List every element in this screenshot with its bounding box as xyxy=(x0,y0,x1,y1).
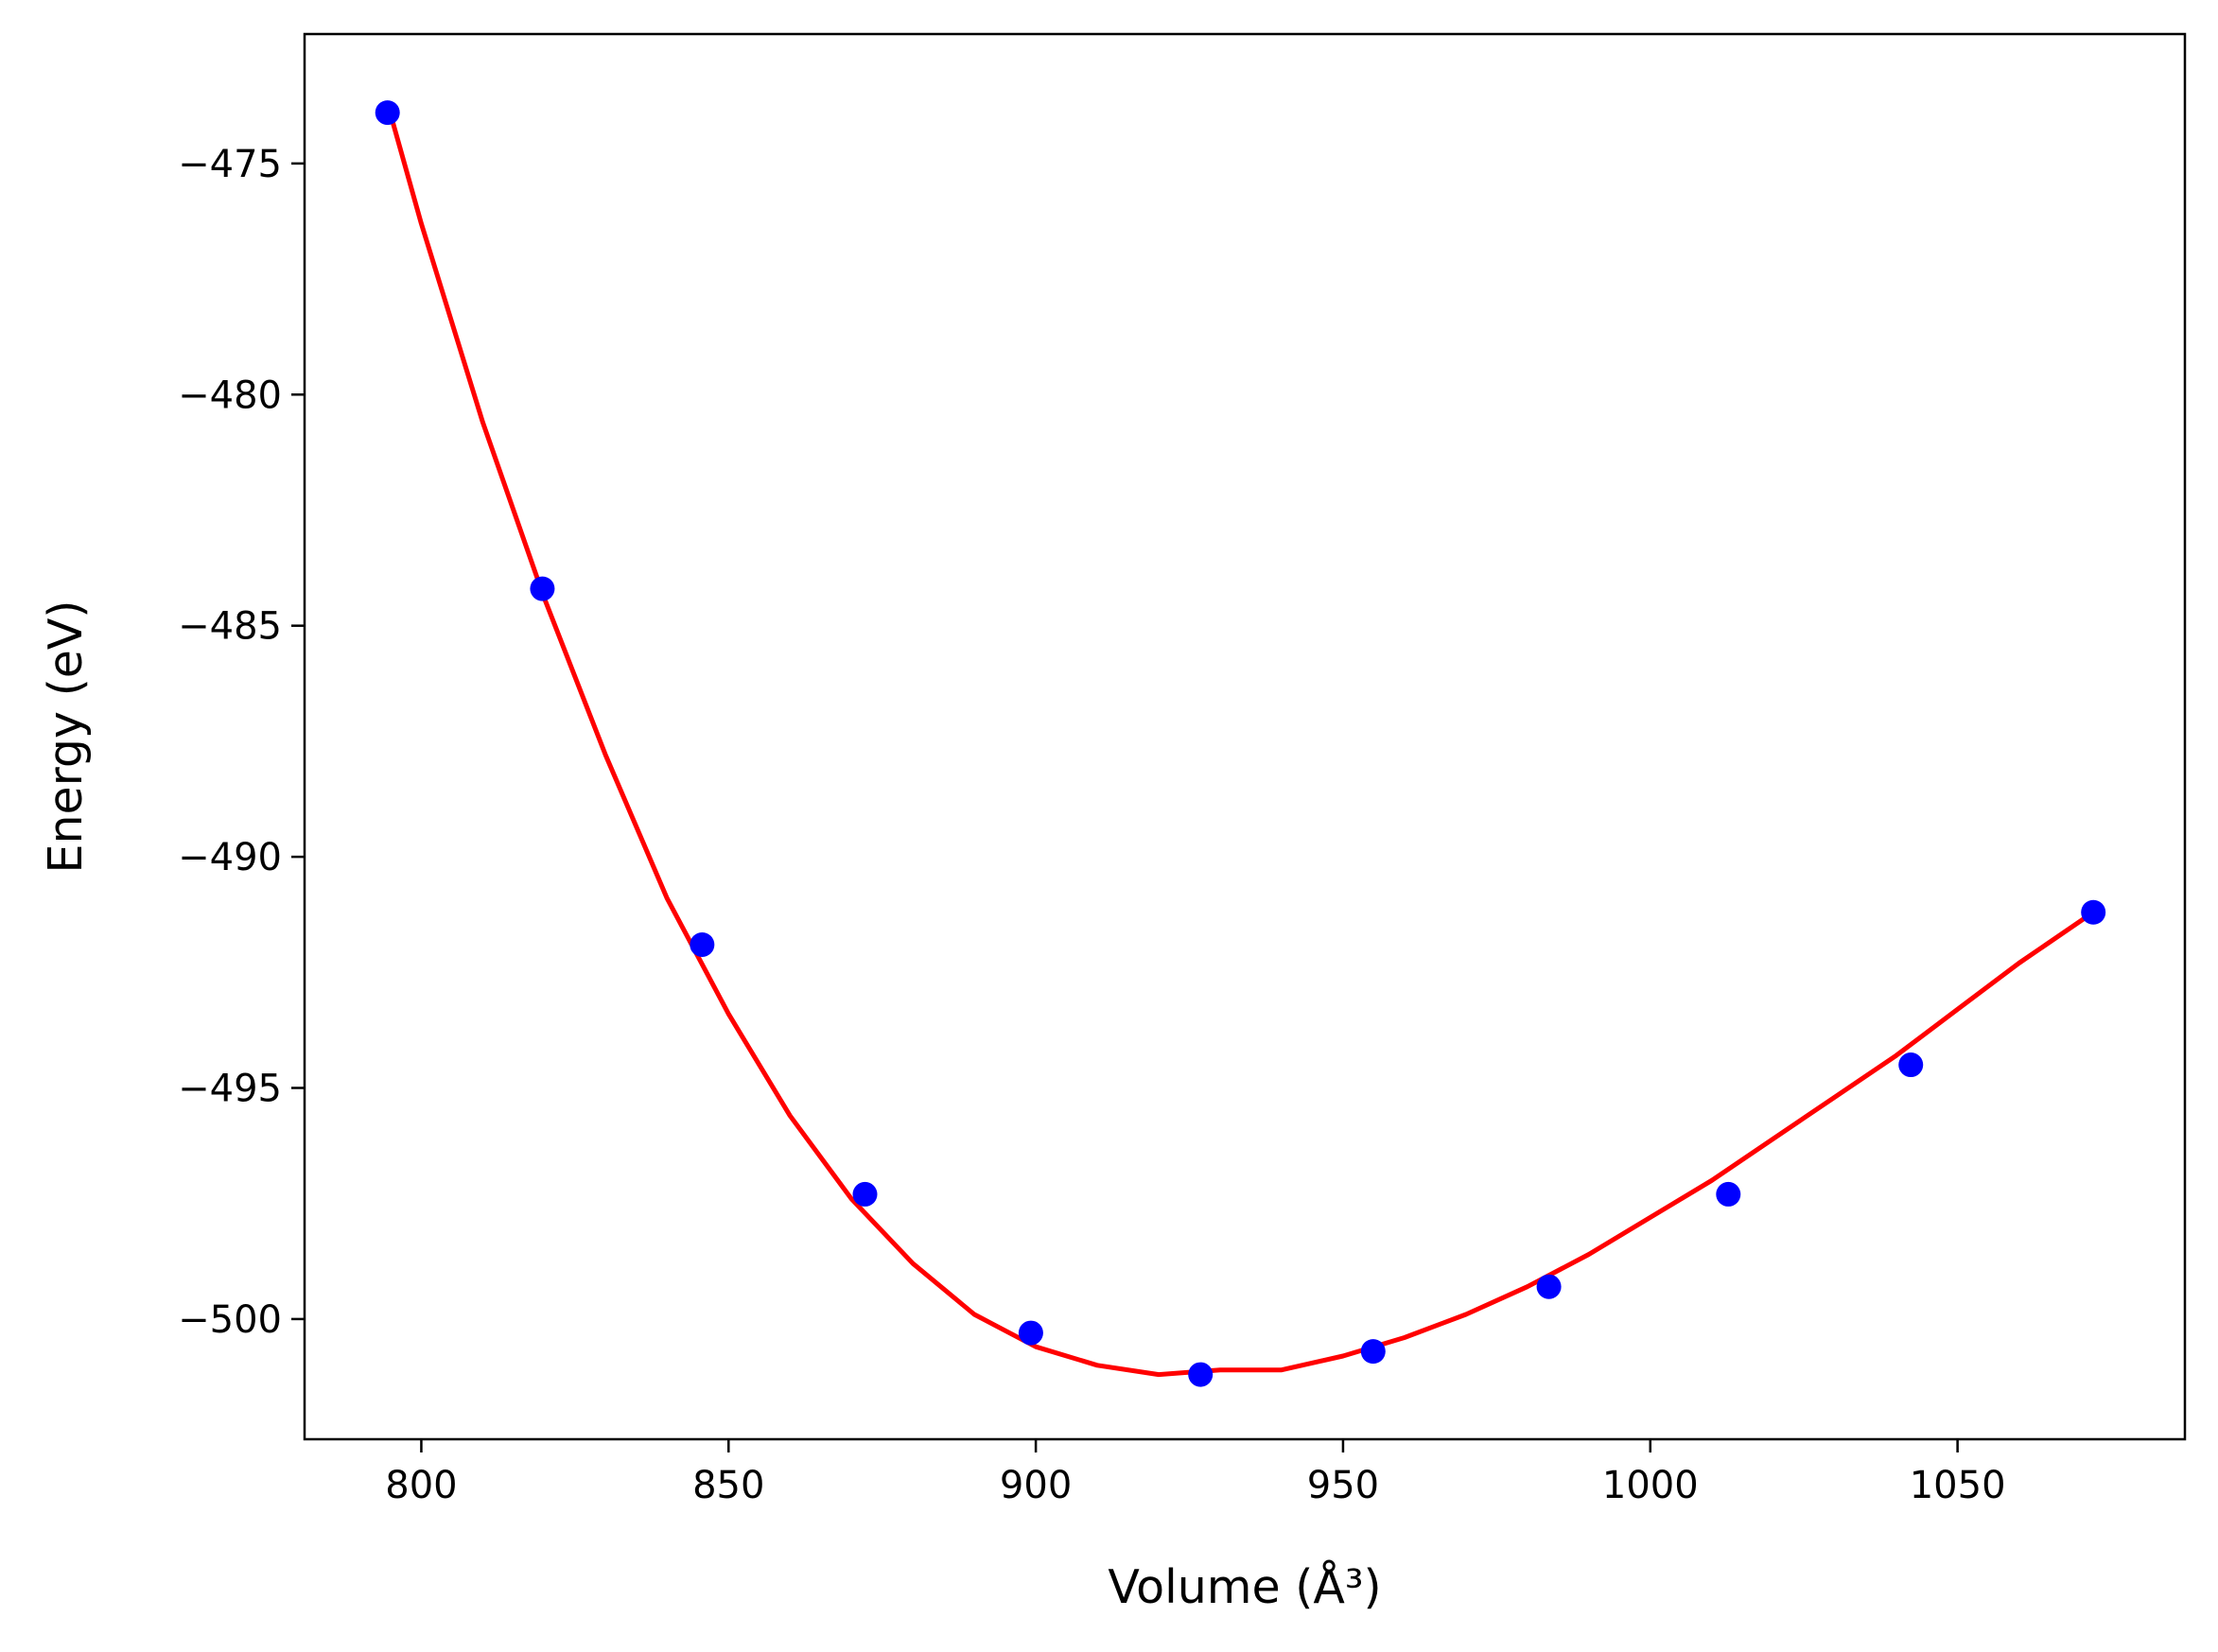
fit-curve xyxy=(385,100,2096,1378)
data-point xyxy=(1898,1052,1924,1078)
data-point xyxy=(1018,1320,1043,1346)
x-axis-label: Volume (Å³) xyxy=(1108,1558,1381,1614)
data-point xyxy=(690,931,715,957)
y-tick-label: −485 xyxy=(178,605,282,649)
data-point xyxy=(2081,899,2106,925)
x-tick-label: 950 xyxy=(1307,1464,1379,1507)
x-axis-ticks: 800 850 900 950 1000 1050 xyxy=(385,1439,2006,1507)
y-axis-label: Energy (eV) xyxy=(39,600,93,873)
data-point xyxy=(375,100,400,126)
data-point xyxy=(1360,1339,1386,1365)
y-tick-label: −490 xyxy=(178,836,282,879)
x-tick-label: 1050 xyxy=(1910,1464,2006,1507)
y-axis-ticks: −475 −480 −485 −490 −495 −500 xyxy=(178,143,305,1342)
y-tick-label: −480 xyxy=(178,374,282,417)
data-point xyxy=(1716,1181,1741,1207)
y-tick-label: −500 xyxy=(178,1298,282,1342)
plot-frame xyxy=(303,32,2187,1441)
x-tick-label: 1000 xyxy=(1602,1464,1699,1507)
data-point xyxy=(1188,1362,1214,1387)
plot-content xyxy=(375,100,2106,1387)
data-point xyxy=(1536,1274,1562,1299)
x-tick-label: 900 xyxy=(1000,1464,1072,1507)
x-tick-label: 800 xyxy=(385,1464,457,1507)
x-tick-label: 850 xyxy=(692,1464,764,1507)
y-tick-label: −495 xyxy=(178,1068,282,1111)
data-point xyxy=(530,576,555,601)
data-point xyxy=(852,1181,878,1207)
y-tick-label: −475 xyxy=(178,143,282,186)
